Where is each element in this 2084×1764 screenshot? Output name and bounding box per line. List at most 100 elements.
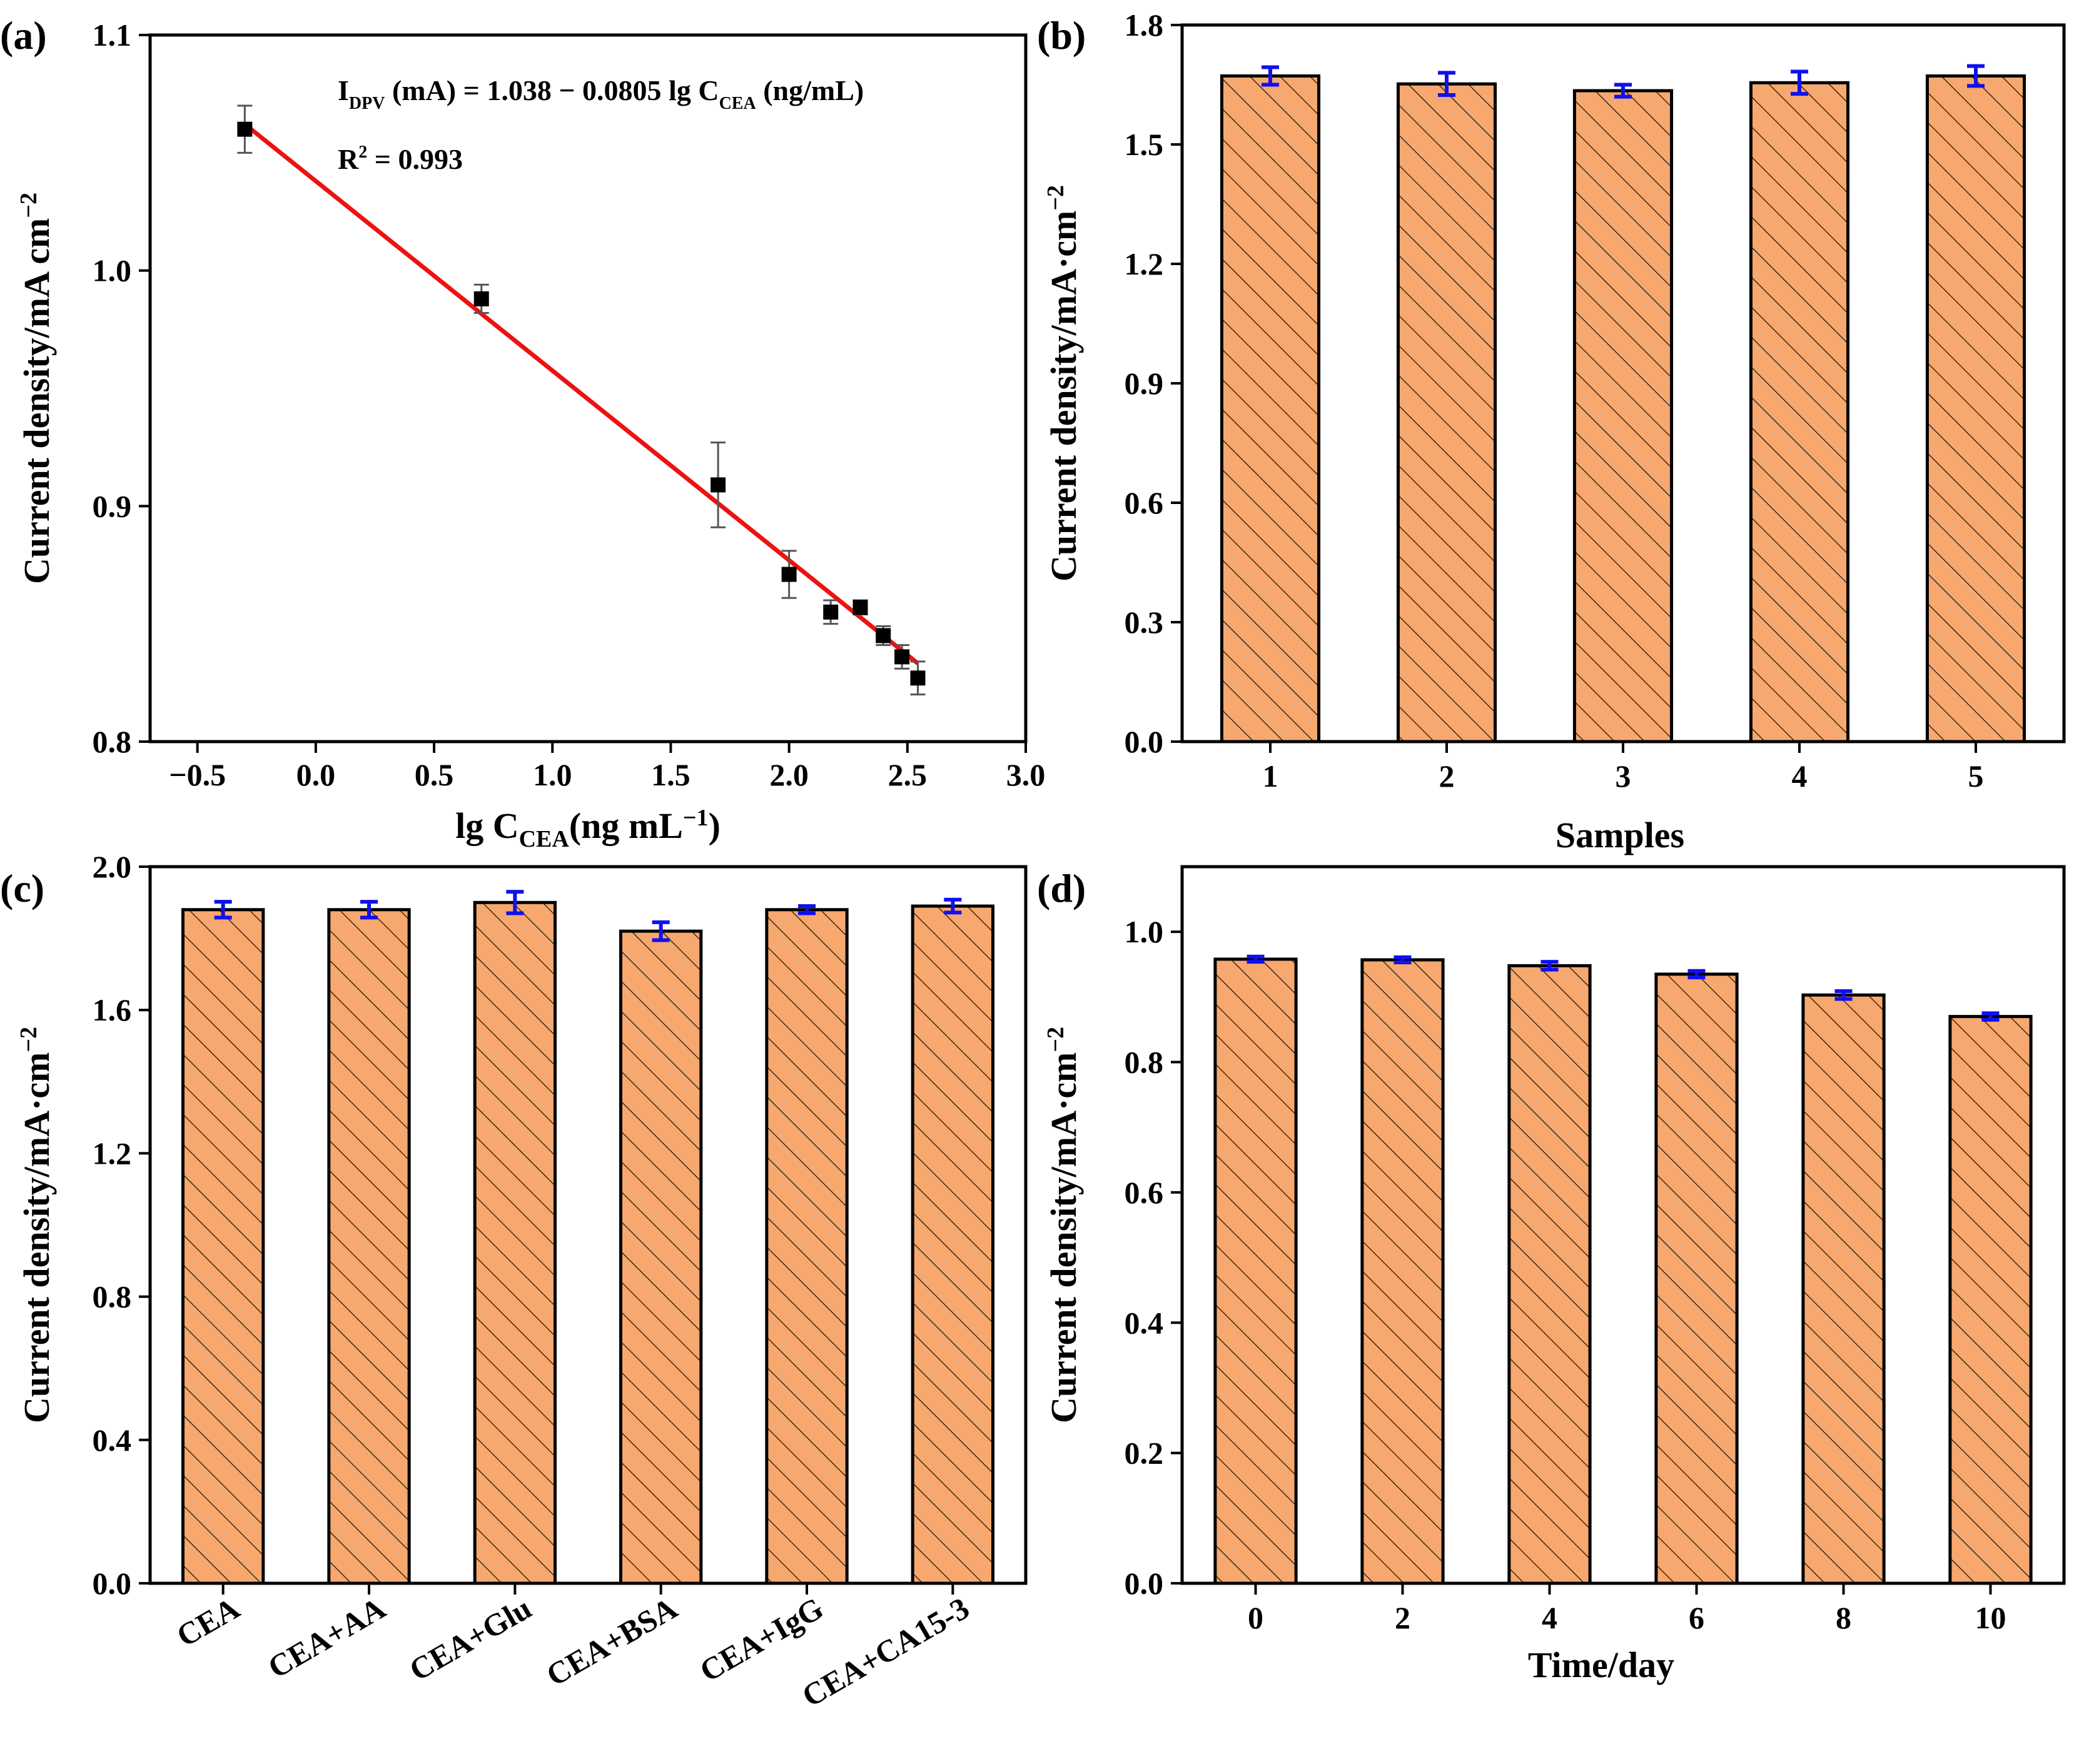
panel-b-x-tick-label: 4: [1792, 759, 1808, 794]
panel-a-data-point: [237, 121, 253, 137]
panel-d-y-tick-label: 0.2: [1125, 1436, 1164, 1471]
panel-c-x-tick-label: CEA+AA: [262, 1590, 392, 1685]
panel-d-frame: [1180, 865, 2066, 1585]
panel-b-x-tick-label: 1: [1263, 759, 1278, 794]
panel-d-y-axis-title: Current density/mA·cm−2: [1043, 1027, 1084, 1423]
panel-a-x-tick-label: 2.0: [769, 757, 809, 792]
panel-c-x-tick-label: CEA+Glu: [403, 1590, 537, 1688]
panel-c-y-tick-label: 2.0: [93, 849, 132, 884]
panel-c-bar: [327, 908, 411, 1585]
panel-a-ticks: −0.5 0.0 0.5 1.0 1.5 2.0 2.5 3.0 0.8 0.9 1.0 1.1: [93, 18, 1046, 792]
panel-d-bar: [1507, 964, 1592, 1585]
panel-d-bar: (d) 0.0 0.2 0.4 0.6 0.8 1.0 0 2 4 6 8 10 Time/day C…: [1037, 865, 2066, 1685]
panel-a-data-point: [852, 600, 868, 615]
panel-c-y-tick-label: 1.2: [93, 1136, 132, 1171]
panel-b-y-tick-label: 1.5: [1125, 127, 1164, 162]
panel-b-bar: [1749, 81, 1850, 743]
panel-c-x-tick-label: CEA+IgG: [694, 1590, 829, 1688]
panel-b-x-axis-title: Samples: [1555, 815, 1684, 855]
panel-d-x-tick-label: 6: [1689, 1600, 1704, 1635]
panel-d-x-tick-label: 2: [1395, 1600, 1410, 1635]
panel-a-y-tick-label: 1.0: [93, 253, 132, 288]
panel-a-data-point: [910, 670, 926, 686]
panel-d-x-axis-title: Time/day: [1528, 1645, 1674, 1685]
panel-d-ticks: 0.0 0.2 0.4 0.6 0.8 1.0 0 2 4 6 8 10: [1125, 914, 2006, 1635]
panel-a-x-tick-label: 1.5: [651, 757, 690, 792]
panel-b-bars: [1220, 64, 2026, 743]
panel-d-bar: [1360, 958, 1445, 1585]
panel-d-x-tick-label: 8: [1836, 1600, 1851, 1635]
panel-b-bar: (b) 0.0 0.3 0.6 0.9 1.2 1.5 1.8 1 2 3 4 5 Samples C…: [1037, 8, 2066, 855]
panel-b-bar: [1925, 74, 2026, 743]
panel-a-x-tick-label: 3.0: [1006, 757, 1046, 792]
panel-a-data-point: [823, 604, 839, 620]
panel-d-x-tick-label: 0: [1248, 1600, 1263, 1635]
panel-c-bar: [911, 904, 994, 1585]
panel-c-bar: [473, 900, 557, 1585]
panel-b-y-axis-title: Current density/mA·cm−2: [1043, 185, 1084, 582]
panel-a-data-point: [781, 567, 797, 582]
panel-c-frame: [148, 865, 1028, 1585]
panel-d-y-tick-label: 1.0: [1125, 914, 1164, 949]
panel-c-y-tick-label: 1.6: [93, 992, 132, 1027]
panel-a-x-tick-label: 0.0: [296, 757, 336, 792]
panel-c-bar: [181, 908, 265, 1585]
panel-a-y-axis-title: Current density/mA cm−2: [16, 193, 57, 584]
panel-a-data-point: [876, 628, 891, 643]
panel-d-bar: [1654, 972, 1739, 1585]
panel-b-x-tick-label: 5: [1968, 759, 1984, 794]
panel-a-points: [237, 104, 926, 696]
panel-a-frame: [148, 33, 1028, 743]
panel-c-y-tick-label: 0.8: [93, 1279, 132, 1314]
panel-a-x-tick-label: 0.5: [415, 757, 454, 792]
panel-a-y-tick-label: 1.1: [93, 18, 132, 53]
panel-a-r2: R2 = 0.993: [338, 143, 463, 175]
panel-a-y-tick-label: 0.9: [93, 488, 132, 523]
panel-c-bar: [619, 929, 703, 1585]
panel-b-bar: [1220, 74, 1321, 743]
panel-a-data-point: [894, 649, 910, 665]
panel-d-y-tick-label: 0.0: [1125, 1566, 1164, 1601]
panel-c-y-tick-label: 0.4: [93, 1423, 132, 1458]
panel-c-bars: [181, 890, 994, 1585]
panel-b-y-tick-label: 0.9: [1125, 366, 1164, 401]
panel-d-y-tick-label: 0.8: [1125, 1045, 1164, 1080]
panel-b-ticks: 0.0 0.3 0.6 0.9 1.2 1.5 1.8 1 2 3 4 5: [1125, 8, 1984, 794]
panel-a-tag: (a): [0, 13, 47, 58]
panel-a-fit-line-group: [243, 122, 919, 665]
panel-d-x-tick-label: 4: [1542, 1600, 1557, 1635]
panel-b-x-tick-label: 3: [1616, 759, 1631, 794]
panel-d-y-tick-label: 0.6: [1125, 1175, 1164, 1210]
panel-c-x-tick-label: CEA+CA15-3: [796, 1590, 975, 1713]
panel-d-x-tick-label: 10: [1975, 1600, 2006, 1635]
panel-b-x-tick-label: 2: [1439, 759, 1455, 794]
panel-d-bar: [1213, 957, 1298, 1585]
panel-c-y-tick-label: 0.0: [93, 1566, 132, 1601]
panel-a-data-point: [473, 291, 489, 306]
panel-b-bar: [1396, 82, 1497, 743]
panel-b-y-tick-label: 0.0: [1125, 724, 1164, 759]
panel-d-bars: [1213, 954, 2033, 1585]
panel-d-bar: [1948, 1015, 2033, 1585]
panel-a-x-axis-title: lg CCEA(ng mL−1): [455, 805, 721, 852]
panel-a-x-tick-label: −0.5: [169, 757, 226, 792]
panel-b-bar: [1572, 89, 1674, 743]
panel-a-y-tick-label: 0.8: [93, 724, 132, 759]
panel-a-fit-line: [243, 122, 919, 665]
panel-a-scatter: (a) −0.5 0.0 0.5 1.0 1.5 2.0 2.5 3.0 0.8 0.9 1.0 1.…: [0, 13, 1045, 852]
panel-c-x-tick-label: CEA+BSA: [540, 1590, 683, 1693]
panel-b-y-tick-label: 0.6: [1125, 485, 1164, 520]
panel-b-y-tick-label: 1.8: [1125, 8, 1164, 43]
panel-a-data-point: [711, 477, 726, 493]
panel-c-x-tick-label: CEA: [171, 1590, 245, 1653]
panel-c-bar: [765, 908, 849, 1585]
panel-d-bar: [1801, 993, 1886, 1585]
panel-c-y-axis-title: Current density/mA·cm−2: [16, 1027, 57, 1423]
panel-c-tag: (c): [0, 866, 44, 910]
panel-b-tag: (b): [1037, 13, 1086, 58]
panel-d-y-tick-label: 0.4: [1125, 1305, 1164, 1340]
panel-b-y-tick-label: 0.3: [1125, 605, 1164, 640]
panel-d-tag: (d): [1037, 866, 1086, 910]
